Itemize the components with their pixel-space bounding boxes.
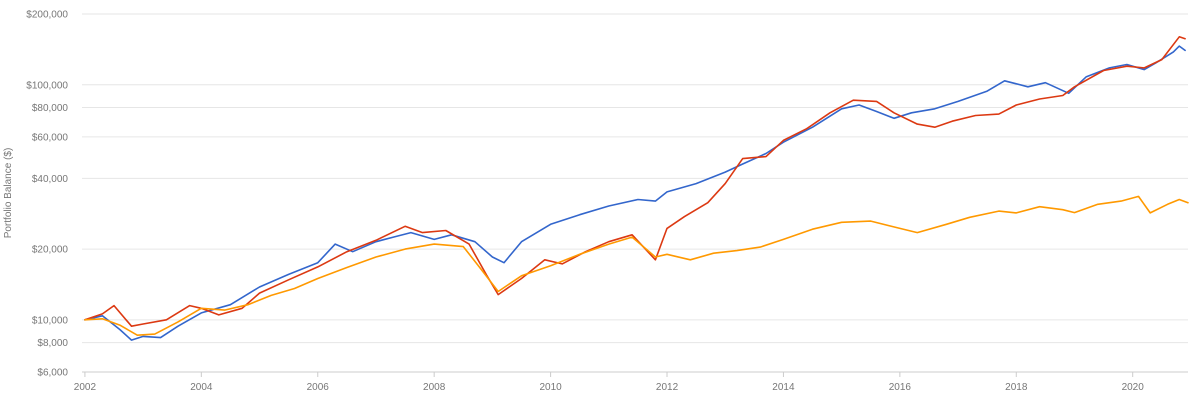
x-tick-label: 2006: [307, 382, 330, 393]
series-line-1: [84, 45, 1186, 341]
x-tick-label: 2004: [190, 382, 213, 393]
gridlines: [82, 13, 1188, 373]
x-tick-label: 2016: [889, 382, 912, 393]
y-tick-label: $200,000: [26, 10, 68, 21]
x-tick-label: 2008: [423, 382, 446, 393]
y-tick-label: $80,000: [32, 103, 69, 114]
x-tick-label: 2002: [74, 382, 97, 393]
series-line-3: [84, 195, 1189, 336]
x-tick-label: 2010: [539, 382, 562, 393]
y-tick-label: $40,000: [32, 174, 69, 185]
series-line-2: [84, 36, 1186, 327]
y-tick-label: $20,000: [32, 245, 69, 256]
y-tick-label: $8,000: [37, 338, 68, 349]
y-tick-label: $10,000: [32, 315, 69, 326]
y-tick-label: $60,000: [32, 132, 69, 143]
x-tick-label: 2014: [772, 382, 795, 393]
x-tick-label: 2020: [1122, 382, 1145, 393]
x-tick-label: 2018: [1005, 382, 1028, 393]
series-lines: [84, 36, 1189, 341]
y-axis-title: Portfolio Balance ($): [3, 148, 14, 239]
axes: $6,000 $8,000 $10,000 $20,000 $40,000 $60,000…: [26, 10, 1188, 393]
y-tick-label: $100,000: [26, 80, 68, 91]
y-tick-label: $6,000: [37, 368, 68, 379]
x-tick-label: 2012: [656, 382, 679, 393]
